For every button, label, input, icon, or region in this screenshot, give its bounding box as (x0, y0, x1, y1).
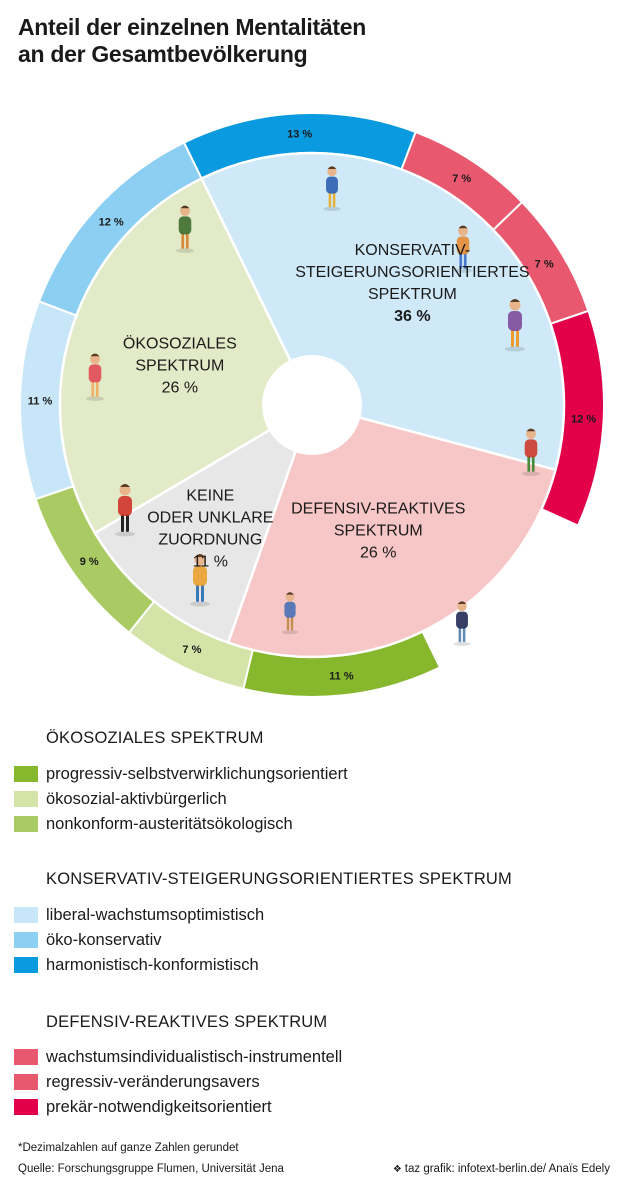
person-figure (176, 205, 194, 253)
credit: ❖ taz grafik: infotext-berlin.de/ Anaïs E… (393, 1163, 610, 1175)
chart-title-line1: Anteil der einzelnen Mentalitäten (18, 14, 366, 40)
inner-slice (93, 402, 315, 645)
inner-ring-labels: KONSERVATIV-STEIGERUNGSORIENTIERTES SPEKT… (123, 242, 530, 571)
legend-swatch (14, 1099, 38, 1115)
outer-slice-label: 11 % (329, 670, 354, 682)
outer-ring-labels: 13 % 7 % 7 % 12 % 11 % 7 % 9 % 11 % 12 % (28, 128, 597, 682)
legend-swatch (14, 791, 38, 807)
person-figure (115, 484, 135, 537)
center-hole-circle (262, 355, 362, 455)
inner-slice-label: DEFENSIV-REAKTIVES SPEKTRUM 26 % (291, 501, 465, 562)
legend-label: ökosozial-aktivbürgerlich (46, 790, 227, 808)
legend-swatch (14, 1049, 38, 1065)
legend-label: harmonistisch-konformistisch (46, 956, 259, 974)
footnote: *Dezimalzahlen auf ganze Zahlen gerundet (18, 1142, 239, 1154)
legend-swatch (14, 766, 38, 782)
outer-slice-label: 9 % (80, 556, 99, 568)
outer-slice-label: 7 % (452, 173, 471, 185)
person-figure (522, 428, 540, 476)
taz-paw-icon: ❖ (392, 1164, 402, 1175)
outer-slice-label: 7 % (182, 644, 201, 656)
outer-slice-label: 13 % (287, 128, 312, 140)
center-hole (262, 355, 362, 455)
credit-text: taz grafik: infotext-berlin.de/ Anaïs Ed… (404, 1163, 610, 1175)
person-figure (323, 166, 341, 212)
legend-label: nonkonform-austeritätsökologisch (46, 815, 293, 833)
person-figure (190, 554, 210, 607)
person-figure (86, 353, 104, 401)
chart-title: Anteil der einzelnen Mentalitäten an der… (18, 14, 578, 68)
legend-swatch (14, 907, 38, 923)
legend-swatch (14, 932, 38, 948)
legend-label: progressiv-selbstverwirklichungsorientie… (46, 765, 348, 783)
inner-slice (226, 403, 558, 659)
person-figure (505, 299, 525, 352)
person-figure (282, 592, 298, 635)
legend-label: wachstumsindividualistisch-instrumentell (46, 1048, 343, 1066)
legend-swatch (14, 1074, 38, 1090)
outer-slice-label: 12 % (571, 413, 596, 425)
inner-slice (199, 151, 566, 472)
donut-chart: 13 % 7 % 7 % 12 % 11 % 7 % 9 % 11 % 12 % KONSERV… (19, 112, 605, 698)
outer-slice-label: 7 % (535, 258, 554, 270)
legend-swatch (14, 816, 38, 832)
legend-heading: KONSERVATIV-STEIGERUNGSORIENTIERTES SPEK… (46, 870, 512, 888)
outer-ring (19, 112, 605, 698)
legend-label: regressiv-veränderungsavers (46, 1073, 260, 1091)
outer-slice-label: 11 % (28, 395, 53, 407)
inner-slice-label: KEINE ODER UNKLARE ZUORDNUNG 11 % (147, 488, 273, 571)
legend-label: öko-konservativ (46, 931, 162, 949)
inner-ring (58, 151, 566, 659)
legend-swatch (14, 957, 38, 973)
legend-heading: DEFENSIV-REAKTIVES SPEKTRUM (46, 1013, 328, 1031)
chart-title-line2: an der Gesamtbevölkerung (18, 41, 308, 67)
person-figure (454, 225, 472, 273)
person-figure (453, 601, 471, 647)
figure-illustrations (86, 166, 540, 647)
legend-label: liberal-wachstumsoptimistisch (46, 906, 265, 924)
source-note: Quelle: Forschungsgruppe Flumen, Univers… (18, 1163, 284, 1175)
legend-heading: ÖKOSOZIALES SPEKTRUM (46, 729, 264, 747)
legend-label: prekär-notwendigkeitsorientiert (46, 1098, 272, 1116)
inner-slice (58, 176, 314, 535)
outer-slice-label: 12 % (99, 217, 124, 229)
inner-slice-label: ÖKOSOZIALES SPEKTRUM 26 % (123, 334, 237, 396)
inner-slice-label: KONSERVATIV-STEIGERUNGSORIENTIERTES SPEKT… (295, 242, 529, 325)
